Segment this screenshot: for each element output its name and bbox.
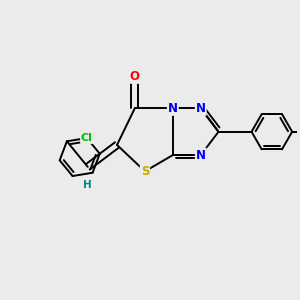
Text: H: H	[83, 180, 92, 190]
Text: N: N	[196, 102, 206, 115]
Text: N: N	[168, 102, 178, 115]
Text: O: O	[130, 70, 140, 83]
Text: S: S	[141, 165, 149, 178]
Text: Cl: Cl	[81, 133, 93, 143]
Text: N: N	[196, 148, 206, 162]
